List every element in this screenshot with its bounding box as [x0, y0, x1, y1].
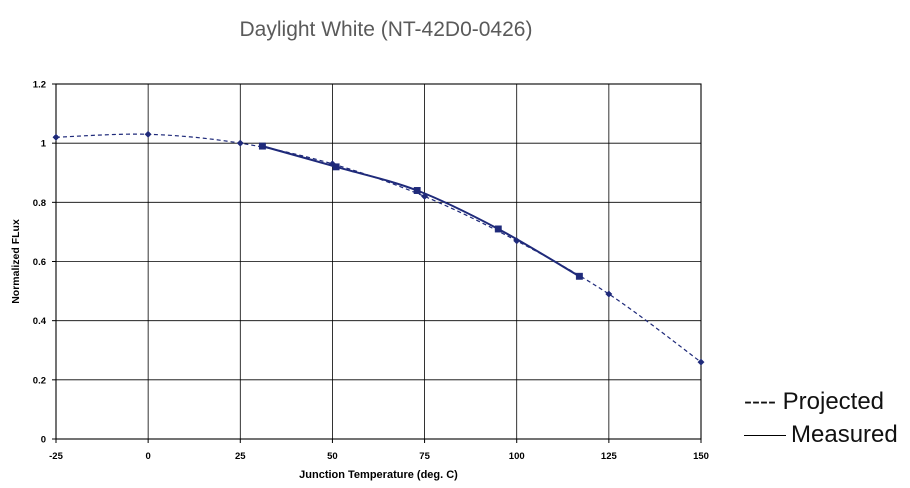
data-point-measured: [413, 187, 421, 194]
series-line-projected: [55, 133, 702, 363]
legend-item-projected: ---- Projected: [744, 388, 910, 416]
legend-label-projected: ---- Projected: [744, 388, 885, 415]
y-axis-label: Normalized FLux: [10, 219, 22, 304]
legend-item-measured: Measured: [744, 421, 910, 449]
y-tick-label: 0.4: [33, 316, 47, 327]
x-tick-label: 75: [419, 451, 430, 462]
x-tick-label: 0: [145, 451, 150, 462]
data-point-measured: [332, 163, 340, 171]
plot-frame: [55, 83, 702, 440]
data-point-projected: [52, 133, 60, 141]
data-point-projected: [605, 290, 613, 298]
x-tick-label: 125: [601, 451, 618, 462]
chart-title: Daylight White (NT-42D0-0426): [239, 18, 533, 41]
data-point-projected: [697, 358, 705, 366]
x-tick-label: 100: [509, 451, 525, 462]
legend-label-measured: Measured: [791, 421, 898, 448]
y-tick-label: 0.6: [33, 257, 46, 268]
y-tick-label: 0.2: [33, 375, 46, 386]
chart-legend: ---- Projected Measured: [744, 388, 910, 452]
data-point-measured: [258, 142, 266, 150]
y-tick-label: 0: [41, 435, 46, 446]
data-point-measured: [494, 225, 502, 233]
y-tick-label: 1: [41, 139, 47, 150]
data-point-projected: [144, 130, 152, 138]
x-tick-label: -25: [49, 451, 63, 462]
x-axis-label: Junction Temperature (deg. C): [299, 469, 458, 481]
y-tick-label: 0.8: [33, 198, 46, 209]
x-tick-label: 25: [235, 451, 246, 462]
legend-line-measured: [744, 435, 786, 436]
y-tick-label: 1.2: [33, 80, 46, 91]
data-point-measured: [575, 272, 583, 280]
x-tick-label: 150: [693, 451, 709, 462]
data-point-projected: [236, 139, 244, 147]
x-tick-label: 50: [327, 451, 338, 462]
